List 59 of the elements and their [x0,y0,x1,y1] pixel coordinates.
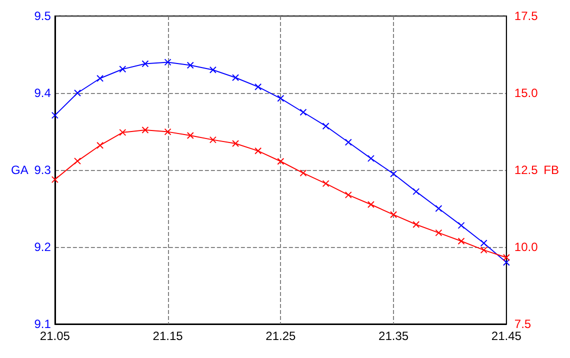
point [277,158,284,165]
x-tick-label: 21.45 [491,329,522,343]
point [322,122,330,130]
point [458,222,465,229]
point [254,147,262,154]
point [209,66,216,74]
point [435,229,442,236]
x-tick-label: 21.25 [266,329,296,343]
point [254,83,262,90]
y2-tick-label: 17.5 [514,9,538,23]
y2-tick-label: 10.0 [514,240,538,254]
point [164,128,172,136]
x-tick-label: 21.15 [152,329,184,343]
point [186,62,194,69]
point [277,94,284,102]
y2-tick-label: 15.0 [514,86,538,100]
y2-tick-label: 7.5 [514,317,532,331]
point [186,132,194,140]
point [300,170,307,177]
point [96,142,104,149]
y-tick-label: 9.2 [34,240,52,254]
y-tick-label: 9.5 [34,9,52,23]
y-tick-label: 9.1 [34,317,52,331]
point [412,221,420,228]
point [209,136,216,144]
point [232,140,240,148]
x-tick-label: 21.05 [40,329,70,343]
y-axis-title: GA [10,163,28,177]
point [502,258,510,266]
point [119,66,126,73]
point [458,238,465,245]
point [412,188,420,196]
y-tick-label: 9.3 [34,163,52,177]
point [74,90,81,96]
y-tick-label: 9.4 [34,86,52,100]
point [390,211,398,218]
point [300,108,307,116]
point [480,240,488,247]
point [119,128,126,136]
point [344,191,352,198]
point [322,180,330,188]
point [367,200,374,208]
point [51,176,58,184]
point [142,60,149,68]
point [390,170,398,178]
y2-axis-title: FB [544,163,560,177]
point [232,74,240,82]
point [344,138,352,146]
point [74,158,81,165]
point [51,112,58,119]
point [367,154,374,162]
point [480,246,488,254]
point [142,126,149,134]
point [502,254,510,261]
x-tick-label: 21.35 [378,329,409,343]
point [96,74,104,82]
point [435,205,442,212]
y2-tick-label: 12.5 [514,163,538,177]
point [164,58,172,66]
